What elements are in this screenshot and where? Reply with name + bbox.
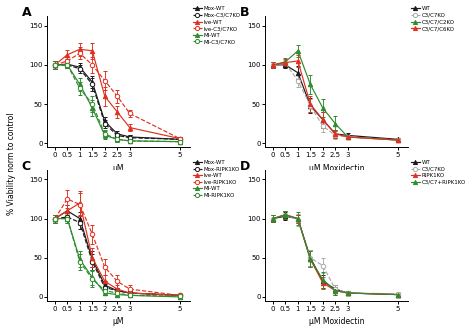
X-axis label: μM: μM — [113, 317, 124, 326]
Text: % Viability norm to control: % Viability norm to control — [8, 112, 16, 215]
Legend: WT, C3/C7KO, RIPK1KO, C3/C7+RIPK1KO: WT, C3/C7KO, RIPK1KO, C3/C7+RIPK1KO — [410, 160, 467, 185]
X-axis label: μM Moxidectin: μM Moxidectin — [309, 164, 365, 173]
Text: D: D — [240, 160, 250, 173]
X-axis label: μM: μM — [113, 164, 124, 173]
Text: A: A — [22, 6, 31, 19]
Text: C: C — [22, 160, 31, 173]
Text: B: B — [240, 6, 249, 19]
X-axis label: μM Moxidectin: μM Moxidectin — [309, 317, 365, 326]
Legend: WT, C3/C7KO, C3/C7/C2KO, C3/C7/C6KO: WT, C3/C7KO, C3/C7/C2KO, C3/C7/C6KO — [410, 6, 456, 32]
Legend: Mox-WT, Mox-C3/C7KO, Ive-WT, Ive-C3/C7KO, MI-WT, MI-C3/C7KO: Mox-WT, Mox-C3/C7KO, Ive-WT, Ive-C3/C7KO… — [192, 6, 241, 45]
Legend: Mox-WT, Mox-RIPK1KO, Ive-WT, Ive-RIPK1KO, MI-WT, MI-RIPK1KO: Mox-WT, Mox-RIPK1KO, Ive-WT, Ive-RIPK1KO… — [192, 160, 241, 198]
